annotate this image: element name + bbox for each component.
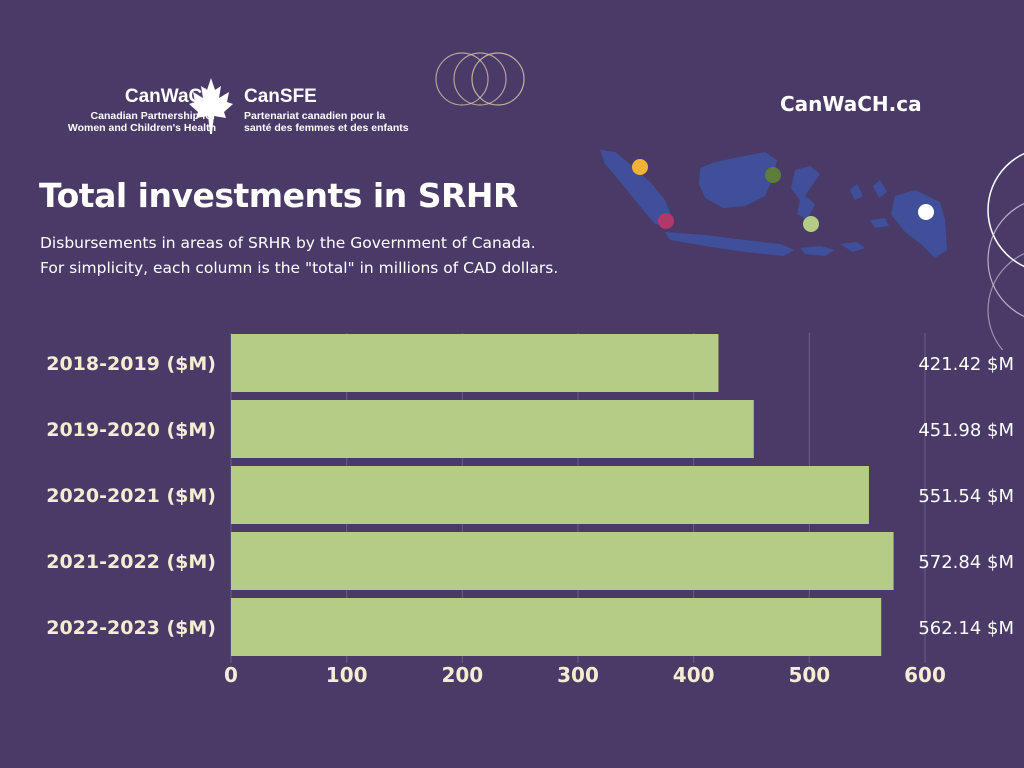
map-dot-lightgreen [803, 216, 819, 232]
logo-sub-fr-2: santé des femmes et des enfants [244, 122, 409, 134]
bar-4 [231, 532, 894, 590]
x-tick-label-600: 600 [904, 663, 946, 687]
logo-name-fr: CanSFE [244, 86, 317, 107]
map-dot-magenta [658, 213, 674, 229]
value-label-3: 551.54 $M [918, 486, 1014, 507]
x-tick-label-100: 100 [326, 663, 368, 687]
category-label-2: 2019-2020 ($M) [46, 419, 216, 441]
x-tick-label-200: 200 [441, 663, 483, 687]
indonesia-map [600, 150, 947, 258]
logo-name-en: CanWaCH [124, 86, 216, 107]
x-tick-label-500: 500 [788, 663, 830, 687]
category-label-4: 2021-2022 ($M) [46, 551, 216, 573]
page-title: Total investments in SRHR [39, 176, 518, 215]
value-label-4: 572.84 $M [918, 552, 1014, 573]
logo-sub-fr-1: Partenariat canadien pour la [244, 110, 386, 122]
map-dot-white [918, 204, 934, 220]
x-tick-label-300: 300 [557, 663, 599, 687]
subtitle-line-1: Disbursements in areas of SRHR by the Go… [40, 234, 536, 252]
logo-sub-en-2: Women and Children's Health [67, 122, 216, 134]
bar-3 [231, 466, 869, 524]
site-url-link[interactable]: CanWaCH.ca [780, 92, 922, 116]
map-dot-yellow [632, 159, 648, 175]
canwach-logo[interactable]: CanWaCH Canadian Partnership for Women a… [38, 78, 409, 142]
logo-sub-en-1: Canadian Partnership for [90, 110, 216, 122]
decorative-rings-right [987, 152, 1024, 350]
map-dot-olive [765, 167, 781, 183]
subtitle-line-2: For simplicity, each column is the "tota… [40, 259, 559, 277]
decorative-rings-top [435, 52, 525, 106]
value-label-1: 421.42 $M [918, 354, 1014, 375]
bar-1 [231, 334, 719, 392]
maple-leaf-icon [189, 78, 233, 134]
x-tick-label-400: 400 [673, 663, 715, 687]
value-label-2: 451.98 $M [918, 420, 1014, 441]
value-label-5: 562.14 $M [918, 618, 1014, 639]
bar-5 [231, 598, 882, 656]
category-label-1: 2018-2019 ($M) [46, 353, 216, 375]
bar-2 [231, 400, 754, 458]
category-label-3: 2020-2021 ($M) [46, 485, 216, 507]
category-label-5: 2022-2023 ($M) [46, 617, 216, 639]
x-tick-label-0: 0 [224, 663, 238, 687]
